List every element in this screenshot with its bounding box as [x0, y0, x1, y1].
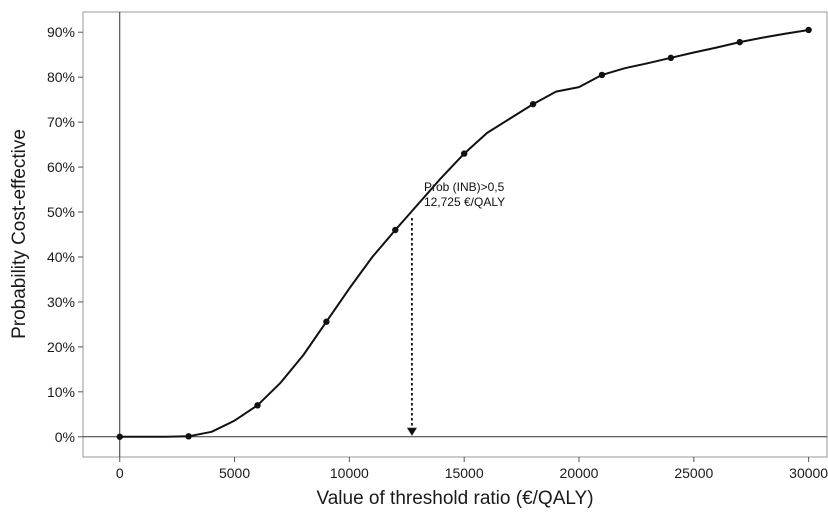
- x-tick-label: 10000: [330, 465, 369, 481]
- data-point: [323, 318, 330, 325]
- data-point: [116, 433, 123, 440]
- y-tick-label: 70%: [47, 114, 75, 130]
- threshold-arrowhead: [406, 427, 417, 436]
- reference-lines: [83, 12, 827, 457]
- y-tick-label: 20%: [47, 339, 75, 355]
- x-tick-label: 0: [116, 465, 124, 481]
- y-axis-ticks: 0% 10% 20% 30% 40% 50% 60% 70% 80% 90%: [47, 24, 83, 445]
- data-point: [392, 226, 399, 234]
- x-tick-label: 30000: [789, 465, 828, 481]
- y-axis-title: Probability Cost-effective: [9, 129, 30, 339]
- annotation-layer: Prob (INB)>0,512,725 €/QALY: [406, 180, 505, 436]
- y-tick-label: 0%: [55, 429, 75, 445]
- data-point: [667, 54, 675, 62]
- x-axis-ticks: 0 5000 10000 15000 20000 25000 30000: [116, 457, 828, 481]
- x-tick-label: 25000: [674, 465, 713, 481]
- series-line: [119, 29, 809, 438]
- x-tick-label: 20000: [560, 465, 599, 481]
- y-tick-label: 80%: [47, 69, 75, 85]
- threshold-annotation-text: 12,725 €/QALY: [424, 195, 505, 209]
- x-tick-label: 5000: [219, 465, 250, 481]
- x-axis-title: Value of threshold ratio (€/QALY): [316, 488, 593, 509]
- y-tick-label: 50%: [47, 204, 75, 220]
- data-point: [529, 100, 537, 108]
- y-tick-label: 60%: [47, 159, 75, 175]
- data-point: [805, 26, 812, 34]
- data-point: [598, 71, 606, 79]
- y-tick-label: 10%: [47, 384, 75, 400]
- data-point: [254, 402, 261, 409]
- data-point: [736, 38, 743, 46]
- series-layer: [116, 26, 812, 440]
- data-point: [185, 433, 192, 440]
- y-tick-label: 90%: [47, 24, 75, 40]
- threshold-annotation-text: Prob (INB)>0,5: [424, 180, 505, 194]
- y-tick-label: 40%: [47, 249, 75, 265]
- plot-frame: [82, 11, 828, 458]
- x-tick-label: 15000: [445, 465, 484, 481]
- y-tick-label: 30%: [47, 294, 75, 310]
- data-point: [460, 150, 468, 157]
